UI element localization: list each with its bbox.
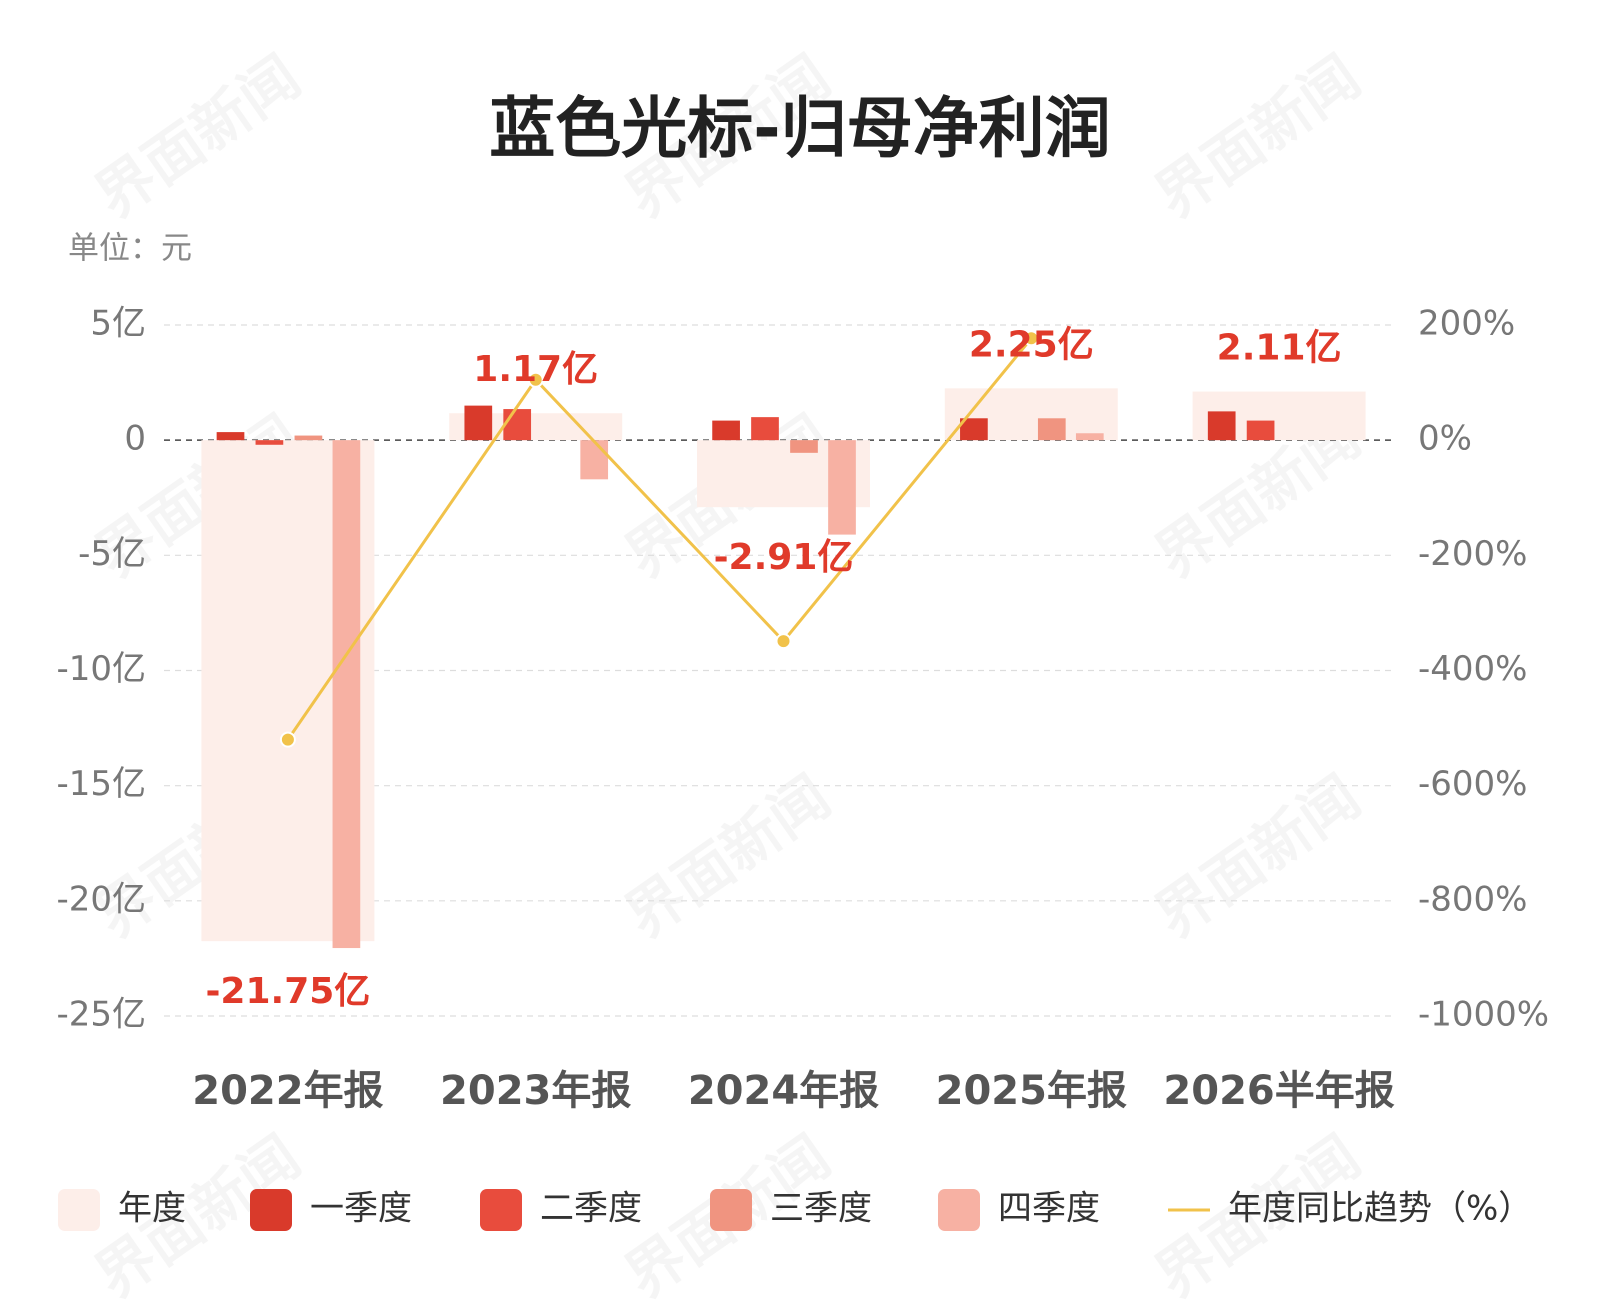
legend-swatch bbox=[250, 1189, 292, 1231]
quarter-bar bbox=[751, 417, 779, 441]
x-tick-label: 2026半年报 bbox=[1163, 1068, 1394, 1114]
legend-label: 年度同比趋势（%） bbox=[1228, 1189, 1532, 1229]
legend-swatch bbox=[480, 1189, 522, 1231]
quarter-bar bbox=[216, 432, 245, 441]
quarter-bar bbox=[790, 440, 818, 453]
legend-swatch bbox=[58, 1189, 100, 1231]
quarter-bar bbox=[1246, 420, 1275, 441]
value-label: -21.75亿 bbox=[205, 971, 370, 1012]
quarter-bar bbox=[712, 420, 740, 441]
y-tick-label: -5亿 bbox=[78, 534, 146, 574]
value-label: 1.17亿 bbox=[473, 349, 598, 390]
y-tick-label: 5亿 bbox=[90, 304, 146, 344]
watermark: 界面新闻 bbox=[1143, 42, 1372, 231]
x-tick-label: 2022年报 bbox=[192, 1068, 383, 1114]
trend-point bbox=[775, 633, 792, 650]
y-tick-label: -10亿 bbox=[56, 649, 146, 689]
y2-tick-label: -200% bbox=[1418, 534, 1527, 574]
legend-label: 二季度 bbox=[540, 1189, 642, 1229]
trend-point bbox=[527, 371, 544, 388]
quarter-bar bbox=[1207, 411, 1236, 441]
watermark: 界面新闻 bbox=[1143, 762, 1372, 951]
y2-tick-label: 200% bbox=[1418, 304, 1515, 344]
trend-point bbox=[279, 731, 296, 748]
quarter-bar bbox=[332, 440, 361, 949]
legend-label: 年度 bbox=[118, 1189, 186, 1229]
quarter-bar bbox=[828, 440, 856, 535]
y-tick-label: -15亿 bbox=[56, 764, 146, 804]
legend-label: 一季度 bbox=[310, 1189, 412, 1229]
quarter-bar bbox=[294, 435, 323, 441]
quarter-bar bbox=[1075, 433, 1104, 441]
y2-tick-label: -400% bbox=[1418, 649, 1527, 689]
y2-tick-label: -800% bbox=[1418, 879, 1527, 919]
y-tick-label: -20亿 bbox=[56, 879, 146, 919]
y2-tick-label: 0% bbox=[1418, 419, 1472, 459]
y-tick-label: -25亿 bbox=[56, 995, 146, 1035]
y2-tick-label: -600% bbox=[1418, 764, 1527, 804]
quarter-bar bbox=[255, 440, 284, 445]
x-tick-label: 2025年报 bbox=[936, 1068, 1127, 1114]
value-label: -2.91亿 bbox=[714, 537, 854, 578]
value-label: 2.25亿 bbox=[969, 324, 1094, 365]
quarter-bar bbox=[503, 409, 532, 441]
legend-label: 三季度 bbox=[770, 1189, 872, 1229]
watermark: 界面新闻 bbox=[613, 762, 842, 951]
chart-title: 蓝色光标-归母净利润 bbox=[489, 90, 1110, 167]
legend-label: 四季度 bbox=[998, 1189, 1100, 1229]
trend-line bbox=[286, 337, 1033, 741]
y2-tick-label: -1000% bbox=[1418, 995, 1549, 1035]
unit-label: 单位：元 bbox=[68, 231, 192, 267]
watermark: 界面新闻 bbox=[83, 42, 312, 231]
legend-swatch bbox=[710, 1189, 752, 1231]
x-tick-label: 2024年报 bbox=[688, 1068, 879, 1114]
quarter-bar bbox=[464, 405, 493, 441]
value-label: 2.11亿 bbox=[1217, 328, 1342, 369]
quarter-bar bbox=[1037, 418, 1066, 441]
trend-point bbox=[1023, 330, 1040, 347]
y-tick-label: 0 bbox=[124, 419, 146, 459]
x-tick-label: 2023年报 bbox=[440, 1068, 631, 1114]
quarter-bar bbox=[580, 440, 609, 480]
quarter-bar bbox=[960, 418, 988, 441]
legend-swatch bbox=[938, 1189, 980, 1231]
